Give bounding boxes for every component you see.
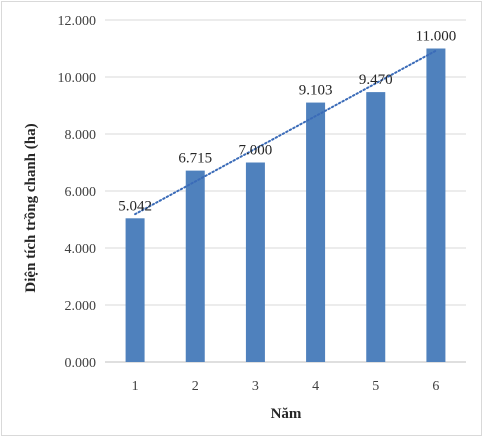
data-label: 7.000: [239, 143, 273, 159]
x-tick-label: 6: [432, 379, 439, 394]
y-tick-label: 8.000: [65, 128, 97, 143]
bar: [245, 162, 265, 362]
bar: [426, 48, 446, 362]
x-tick-label: 2: [192, 379, 199, 394]
x-tick-label: 4: [312, 379, 319, 394]
trendline-layer: [134, 49, 437, 216]
data-label: 9.470: [359, 72, 393, 88]
y-axis-ticks: 0.000 2.000 4.000 6.000 8.000 10.000 12.000: [58, 14, 97, 371]
bar: [306, 102, 326, 362]
y-tick-label: 2.000: [65, 299, 97, 314]
bar: [185, 170, 205, 362]
bars: [125, 48, 446, 362]
x-tick-label: 5: [372, 379, 379, 394]
data-label: 11.000: [416, 29, 457, 45]
data-label: 9.103: [299, 83, 333, 99]
y-tick-label: 4.000: [65, 242, 97, 257]
data-label: 5.042: [118, 198, 152, 214]
bar: [366, 92, 386, 362]
x-tick-label: 1: [132, 379, 139, 394]
y-axis-title: Diện tích trồng chanh (ha): [23, 123, 39, 292]
y-tick-label: 10.000: [58, 71, 97, 86]
x-tick-label: 3: [252, 379, 259, 394]
y-tick-label: 6.000: [65, 185, 97, 200]
gridlines: [105, 19, 466, 363]
data-labels: 5.042 6.715 7.000 9.103 9.470 11.000: [118, 29, 456, 215]
data-label: 6.715: [178, 151, 212, 167]
x-axis-title: Năm: [271, 406, 302, 422]
y-tick-label: 12.000: [58, 14, 97, 29]
trendline: [134, 49, 437, 216]
x-axis-ticks: 1 2 3 4 5 6: [132, 379, 440, 394]
y-tick-label: 0.000: [65, 356, 97, 371]
bar: [125, 218, 145, 362]
